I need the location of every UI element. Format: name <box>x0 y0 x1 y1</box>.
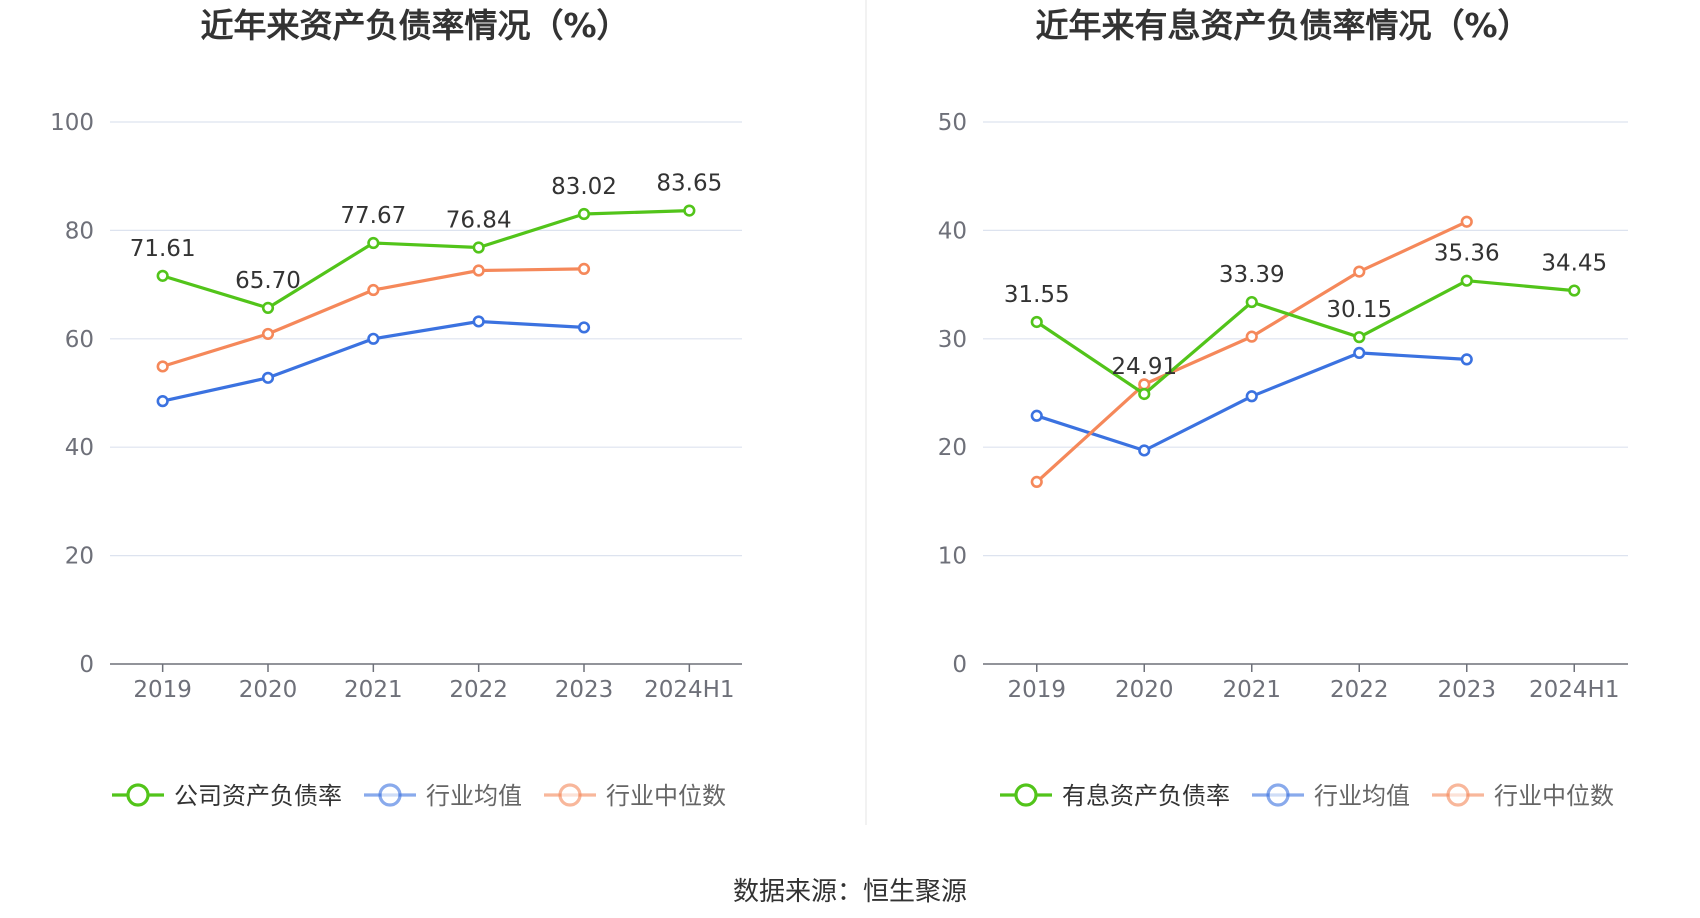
x-tick-label: 2022 <box>1330 677 1389 703</box>
data-point-1 <box>1030 409 1043 422</box>
data-point-2 <box>577 262 591 275</box>
data-point-1 <box>1353 346 1366 359</box>
data-label: 33.39 <box>1219 262 1285 288</box>
legend-marker <box>558 783 582 807</box>
data-point-0 <box>1138 387 1151 401</box>
x-tick-label: 2019 <box>1007 677 1066 703</box>
y-tick-label: 0 <box>79 652 94 678</box>
data-point-2 <box>1138 378 1151 391</box>
x-tick-label: 2021 <box>1222 677 1281 703</box>
data-point-0 <box>683 204 696 217</box>
data-label: 83.65 <box>656 171 722 197</box>
series-line-2 <box>1035 220 1468 484</box>
data-label: 65.70 <box>235 268 301 294</box>
y-tick-label: 40 <box>65 435 94 461</box>
data-point-2 <box>1030 475 1043 488</box>
chart-title: 近年来有息资产负债率情况（%） <box>1035 6 1530 45</box>
data-label: 34.45 <box>1541 251 1607 277</box>
data-label: 24.91 <box>1111 354 1177 380</box>
interest-bearing-debt-ratio-chart: 近年来有息资产负债率情况（%） 0 10 20 30 40 50 2019 2020 2021 20… <box>938 6 1628 810</box>
data-point-1 <box>1138 444 1151 457</box>
data-point-2 <box>156 360 169 373</box>
data-point-0 <box>1460 274 1473 287</box>
data-point-2 <box>1353 265 1366 278</box>
series-line-0 <box>1035 279 1575 396</box>
legend-label: 行业中位数 <box>606 782 726 810</box>
legend-marker <box>378 783 402 807</box>
data-point-0 <box>1030 315 1043 329</box>
x-tick-label: 2022 <box>449 677 508 703</box>
y-tick-label: 0 <box>952 652 967 678</box>
x-tick-label: 2024H1 <box>644 677 734 703</box>
x-tick-label: 2023 <box>555 677 614 703</box>
x-tick-label: 2024H1 <box>1529 677 1619 703</box>
y-tick-label: 20 <box>938 435 967 461</box>
data-label: 35.36 <box>1434 241 1500 267</box>
data-point-0 <box>1353 331 1366 344</box>
legend-item-0: 有息资产负债率 <box>1000 782 1230 810</box>
x-tick-label: 2021 <box>344 677 403 703</box>
data-point-2 <box>1245 330 1258 343</box>
data-point-1 <box>367 332 380 345</box>
data-point-0 <box>577 207 591 221</box>
legend-marker <box>1266 783 1290 807</box>
y-tick-label: 20 <box>65 544 94 570</box>
series-line-0 <box>162 209 690 310</box>
data-point-2 <box>472 264 485 277</box>
source-note: 数据来源：恒生聚源 <box>733 877 967 907</box>
data-point-2 <box>261 327 275 341</box>
data-point-1 <box>1460 353 1473 366</box>
data-label: 76.84 <box>446 208 512 234</box>
data-point-2 <box>1460 215 1473 228</box>
legend-marker <box>1014 783 1038 807</box>
legend-item-1: 行业均值 <box>364 782 522 810</box>
legend-label: 行业中位数 <box>1494 782 1614 810</box>
data-label: 77.67 <box>340 203 406 229</box>
legend-label: 有息资产负债率 <box>1062 782 1230 810</box>
y-tick-label: 10 <box>938 544 967 570</box>
y-tick-label: 100 <box>50 110 94 136</box>
data-point-0 <box>156 269 169 282</box>
data-label: 30.15 <box>1326 297 1392 323</box>
data-point-1 <box>156 395 169 408</box>
data-point-0 <box>472 241 485 254</box>
legend-marker <box>126 783 150 807</box>
series-line-2 <box>162 267 585 368</box>
y-tick-label: 80 <box>65 218 94 244</box>
legend-item-0: 公司资产负债率 <box>112 782 342 810</box>
legend-label: 行业均值 <box>1314 782 1410 810</box>
data-point-0 <box>1245 295 1258 309</box>
data-point-0 <box>1568 284 1581 297</box>
data-point-1 <box>1245 390 1258 403</box>
y-tick-label: 40 <box>938 218 967 244</box>
legend-item-2: 行业中位数 <box>1432 782 1614 810</box>
legend-label: 行业均值 <box>426 782 522 810</box>
data-point-1 <box>472 315 485 328</box>
data-point-1 <box>577 321 591 334</box>
x-tick-label: 2019 <box>133 677 192 703</box>
y-tick-label: 50 <box>938 110 967 136</box>
data-point-2 <box>367 283 380 297</box>
y-tick-label: 60 <box>65 327 94 353</box>
data-point-0 <box>367 236 380 250</box>
y-tick-label: 30 <box>938 327 967 353</box>
legend-marker <box>1446 783 1470 807</box>
legend-label: 公司资产负债率 <box>174 782 342 810</box>
data-point-0 <box>261 301 275 315</box>
data-label: 71.61 <box>130 236 196 262</box>
legend-item-1: 行业均值 <box>1252 782 1410 810</box>
data-label: 83.02 <box>551 174 617 200</box>
chart-title: 近年来资产负债率情况（%） <box>200 6 629 45</box>
x-tick-label: 2020 <box>1115 677 1174 703</box>
debt-ratio-chart: 近年来资产负债率情况（%） 0 20 40 60 80 100 2019 2020 2021 202… <box>50 6 742 810</box>
data-label: 31.55 <box>1004 282 1070 308</box>
data-point-1 <box>261 371 275 384</box>
x-tick-label: 2020 <box>239 677 298 703</box>
legend-item-2: 行业中位数 <box>544 782 726 810</box>
x-tick-label: 2023 <box>1437 677 1496 703</box>
